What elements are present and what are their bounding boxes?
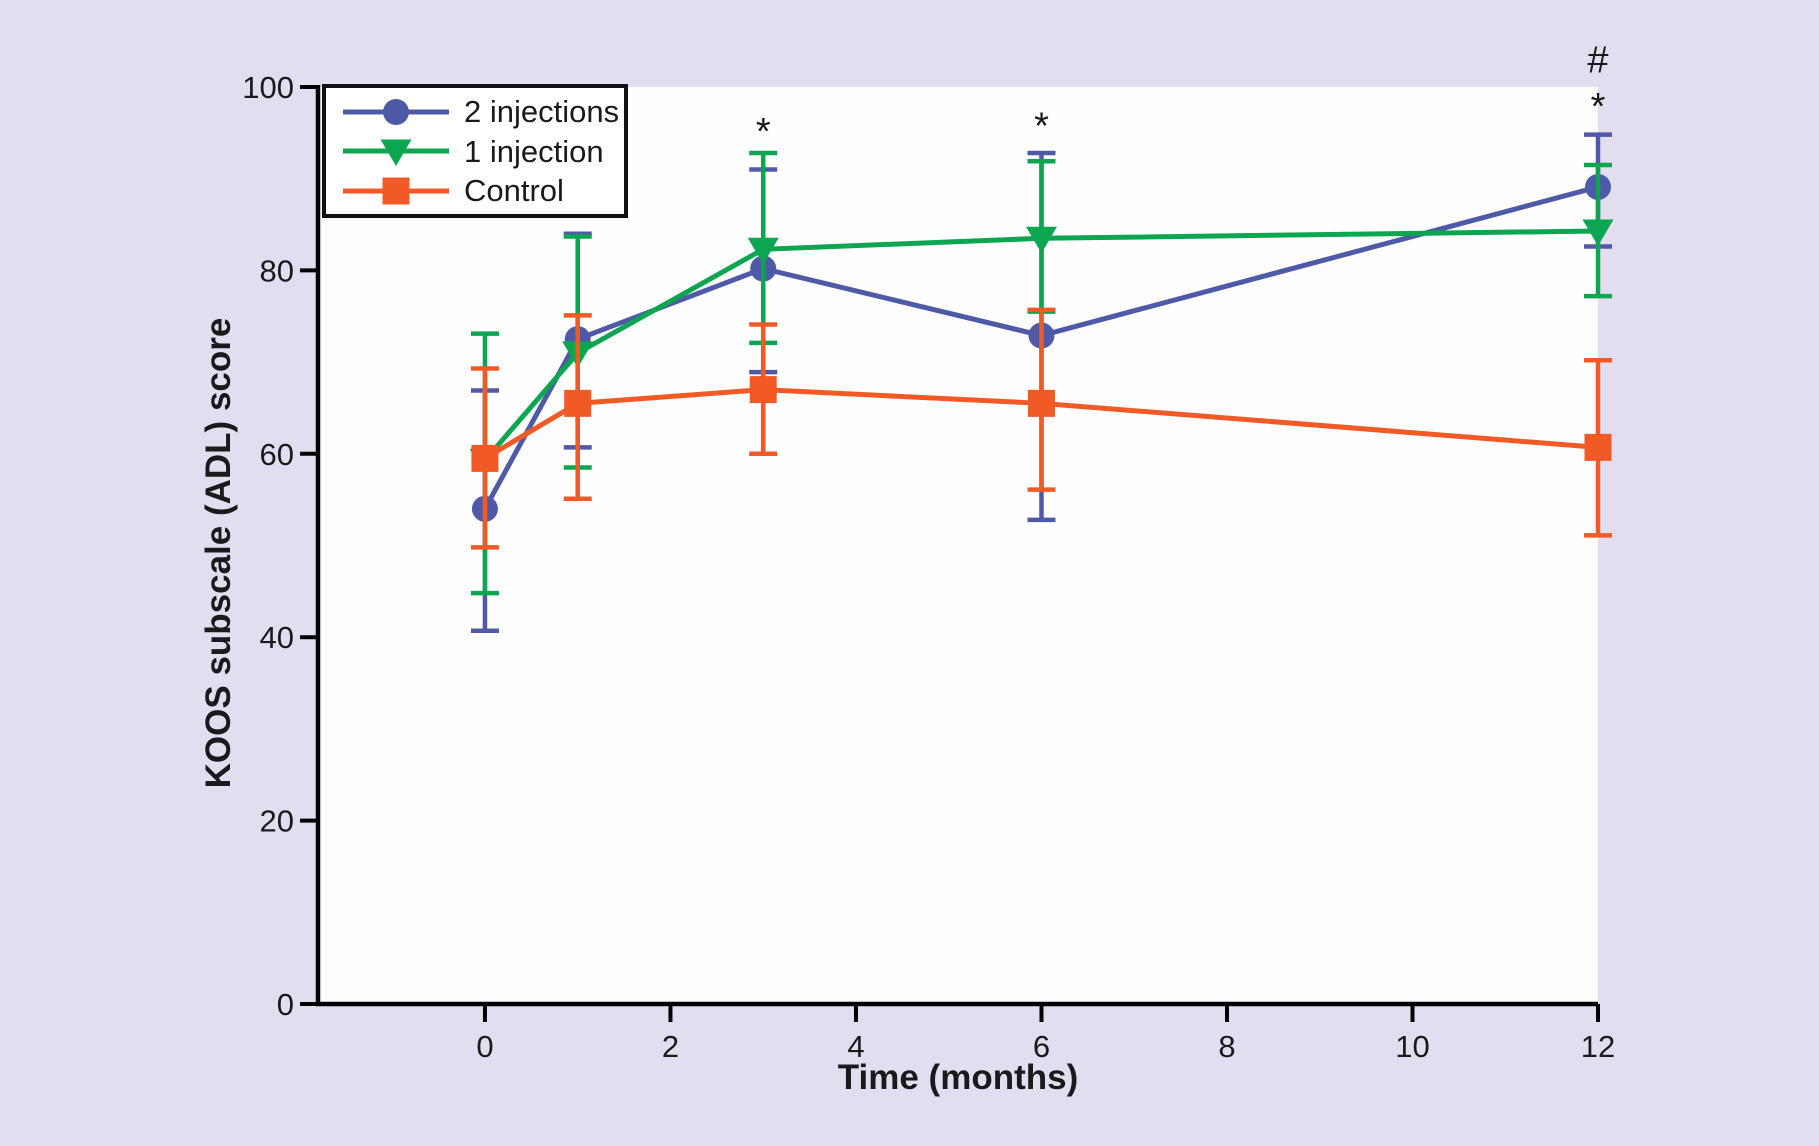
data-point [749, 376, 777, 404]
series-control [470, 307, 1612, 550]
data-point [747, 237, 779, 265]
x-tick-label: 2 [662, 1029, 679, 1064]
y-tick-label: 60 [260, 437, 294, 472]
data-point [1582, 219, 1614, 246]
legend-marker-1-injection-icon [343, 139, 449, 166]
annotation-hash: # [1587, 39, 1608, 81]
x-tick-label: 8 [1218, 1029, 1235, 1064]
y-tick-label: 20 [260, 804, 294, 839]
plot-area [318, 87, 1598, 1004]
x-tick-label: 10 [1395, 1029, 1429, 1064]
data-point [471, 444, 499, 472]
legend-label-control: Control [464, 173, 564, 208]
annotation-asterisk: * [1034, 105, 1049, 147]
y-tick-label: 100 [242, 70, 294, 105]
legend-marker-2-injections-icon [343, 98, 449, 125]
x-tick-label: 0 [476, 1029, 493, 1064]
legend-item-control: Control [340, 173, 624, 209]
data-point [1584, 433, 1612, 461]
data-point [1027, 389, 1055, 417]
annotation-asterisk: * [1591, 86, 1606, 128]
data-point [564, 389, 592, 417]
y-axis-title: KOOS subscale (ADL) score [199, 317, 238, 789]
y-tick-label: 40 [260, 620, 294, 655]
legend-item-2-injections: 2 injections [340, 94, 624, 130]
legend-item-1-injection: 1 injection [340, 133, 624, 169]
data-point [1025, 226, 1057, 254]
y-tick-label: 0 [277, 987, 294, 1022]
x-tick-label: 4 [847, 1029, 864, 1064]
x-axis-title: Time (months) [837, 1058, 1079, 1097]
legend: 2 injections 1 injection Control [322, 84, 628, 218]
legend-label-1-injection: 1 injection [464, 133, 604, 169]
y-tick-label: 80 [260, 253, 294, 288]
x-tick-label: 6 [1033, 1029, 1050, 1064]
legend-label-2-injections: 2 injections [464, 94, 620, 129]
annotation-asterisk: * [756, 111, 771, 153]
x-tick-label: 12 [1581, 1029, 1615, 1064]
legend-marker-control-icon [343, 177, 449, 204]
